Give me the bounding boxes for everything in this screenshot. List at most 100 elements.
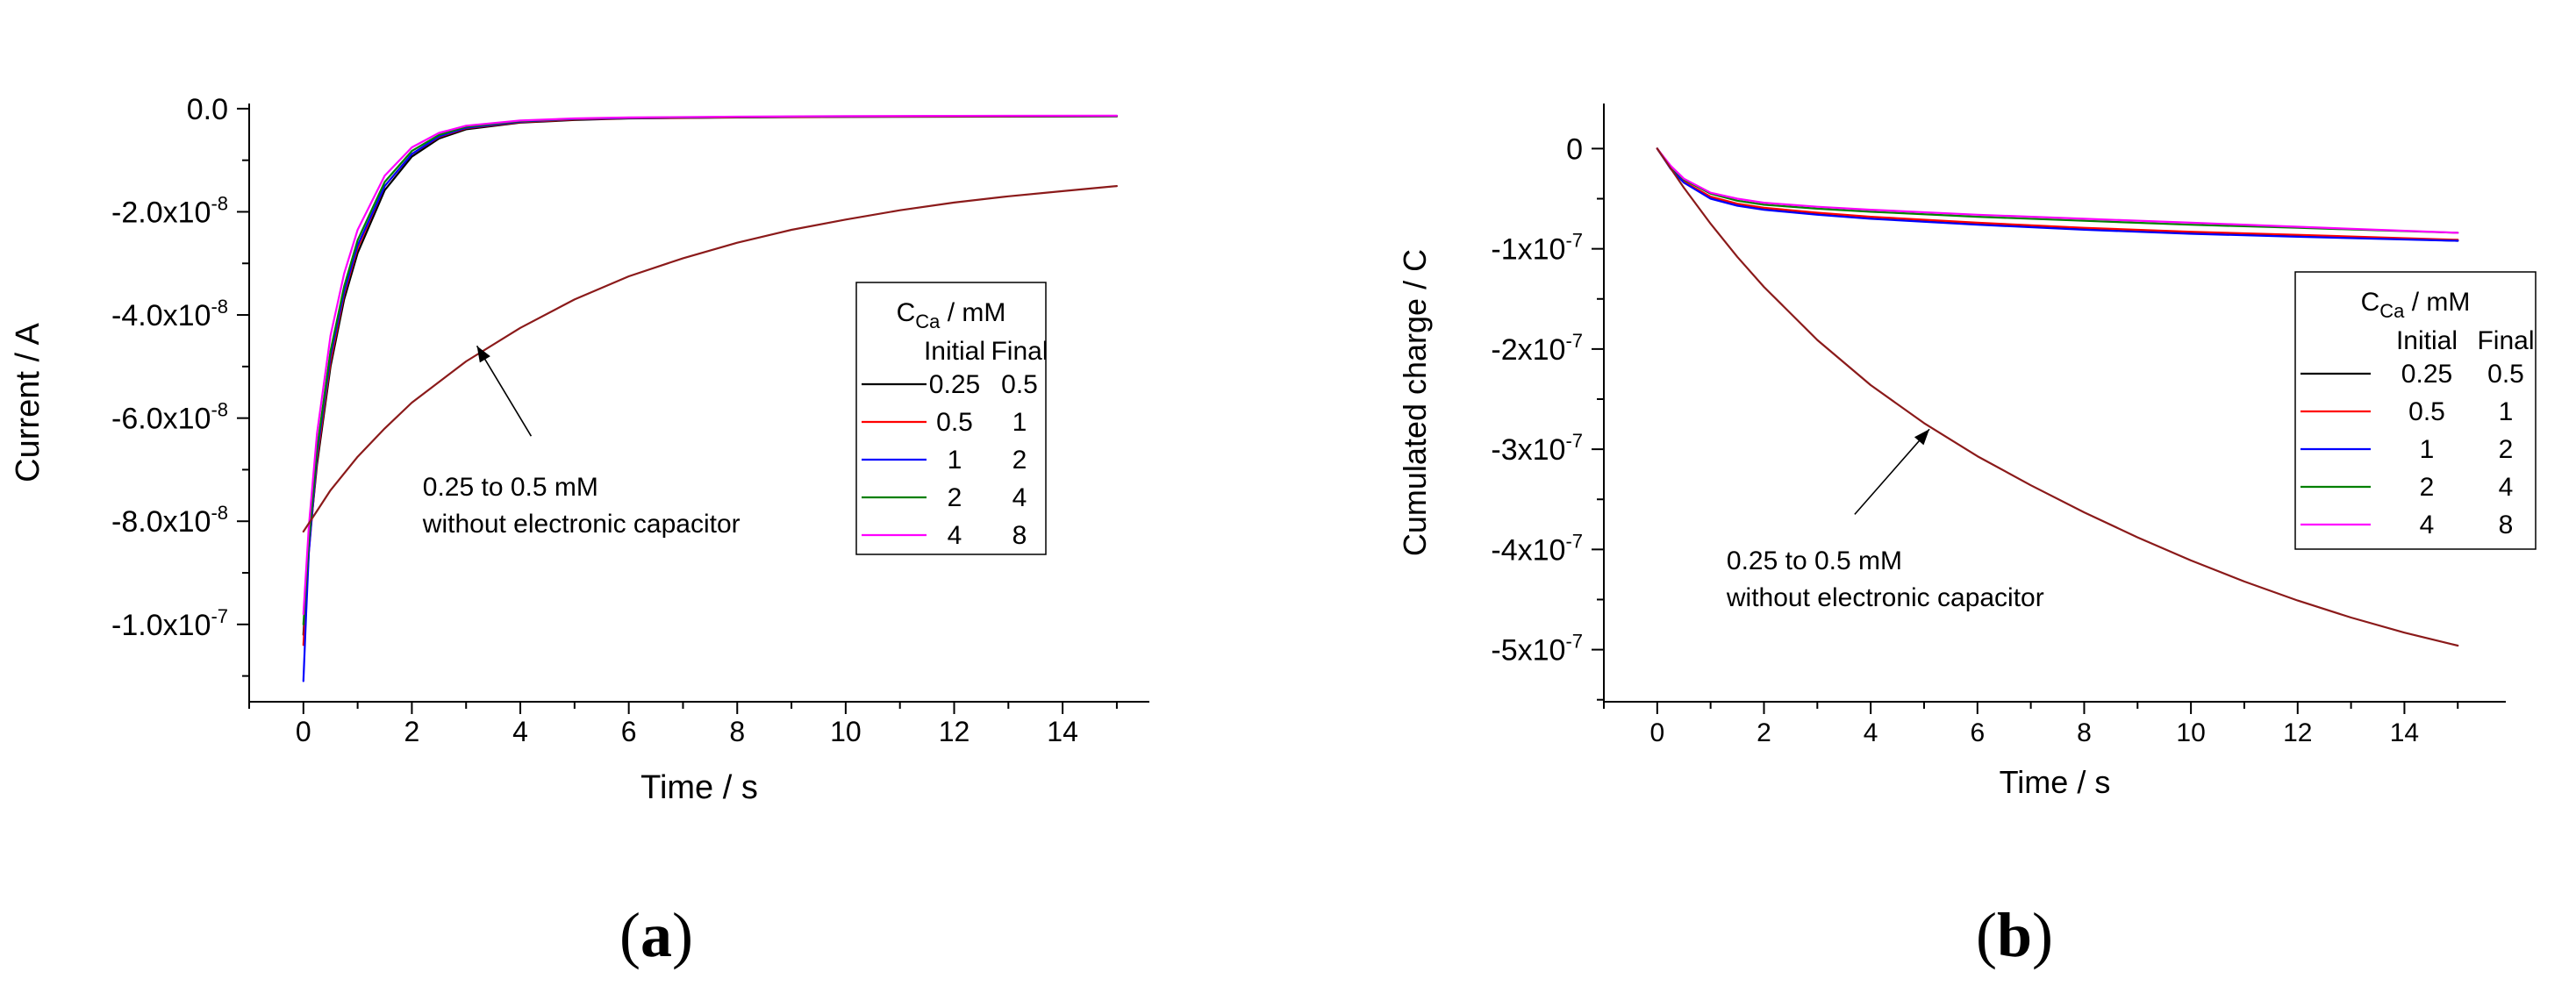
panel-label-a: (a) <box>619 900 693 970</box>
chart-a-series-line-6 <box>302 185 1119 533</box>
chart-a-legend-final-5: 8 <box>1013 521 1027 550</box>
chart-a-legend-initial-1: 0.25 <box>929 370 980 399</box>
chart-b-y-tick-mantissa: -4x10 <box>1491 533 1565 567</box>
chart-b-y-tick-label: -4x10-7 <box>1491 530 1583 567</box>
chart-a-x-tick-label: 14 <box>1047 716 1078 747</box>
panel-b: 0 2 4 6 8 10 12 140-1x10-7-2x10-7-3x10-7-4x10-7… <box>1397 104 2537 800</box>
chart-a-x-tick-label: 10 <box>830 716 862 747</box>
chart-b-y-tick-exponent: -7 <box>1565 330 1583 352</box>
chart-a-y-tick-mantissa: -8.0x10 <box>111 505 211 539</box>
chart-b-series-line-5 <box>1656 147 2459 234</box>
chart-a-x-tick-label: 0 <box>296 716 311 747</box>
chart-a-x-axis-label: Time / s <box>640 769 758 806</box>
chart-a-y-tick-label: -8.0x10-8 <box>111 502 228 539</box>
chart-a-y-tick-mantissa: -2.0x10 <box>111 196 211 229</box>
chart-a-legend-initial-5: 4 <box>948 521 962 550</box>
chart-b-y-tick-mantissa: -2x10 <box>1491 333 1565 367</box>
chart-a-legend-title-sub: Ca <box>915 311 941 332</box>
chart-b-x-tick-label: 6 <box>1970 718 1985 747</box>
chart-b-annotation-arrow-shaft <box>1854 428 1930 515</box>
chart-b-y-tick-exponent: -7 <box>1565 430 1583 452</box>
chart-a-y-tick-label: -6.0x10-8 <box>111 399 228 436</box>
chart-b-x-tick-label: 4 <box>1864 718 1878 747</box>
chart-a-y-tick-exponent: -7 <box>211 605 228 627</box>
chart-a-y-tick-exponent: -8 <box>211 399 228 421</box>
chart-b-annotation-line-2: without electronic capacitor <box>1726 583 2044 612</box>
chart-a-annotation-arrow-shaft <box>476 345 533 437</box>
chart-b-series-line-3 <box>1656 147 2459 242</box>
chart-a-x-tick-label: 6 <box>621 716 637 747</box>
chart-b-legend-title-sub: Ca <box>2379 300 2405 322</box>
chart-a-legend-box <box>855 282 1047 555</box>
chart-b-series-line-6 <box>1656 147 2459 647</box>
chart-b-y-axis-label: Cumulated charge / C <box>1397 249 1433 556</box>
chart-b-x-tick-label: 12 <box>2283 718 2312 747</box>
chart-b-y-tick-exponent: -7 <box>1565 230 1583 252</box>
chart-b-y-tick-mantissa: -5x10 <box>1491 634 1565 668</box>
chart-a-y-tick-mantissa: -1.0x10 <box>111 609 211 642</box>
chart-a-legend-final-2: 1 <box>1013 408 1027 437</box>
chart-a-legend-initial-4: 2 <box>948 483 962 512</box>
chart-b-legend-final-2: 1 <box>2499 397 2514 426</box>
chart-a-annotation-line-2: without electronic capacitor <box>422 510 741 539</box>
chart-a-y-tick-mantissa: -4.0x10 <box>111 299 211 332</box>
chart-a-y-tick-mantissa: 0.0 <box>187 93 228 126</box>
chart-a-legend: CCa / mM Initial Final 0.25 0.5 0.5 1 1 2 2 4 4 8 <box>855 282 1048 555</box>
chart-b-legend-initial-1: 0.25 <box>2401 360 2452 389</box>
chart-a-legend-col-initial: Initial <box>924 337 985 366</box>
chart-a-x-tick-label: 12 <box>939 716 970 747</box>
chart-b-x-tick-label: 0 <box>1649 718 1664 747</box>
chart-b-legend-initial-3: 1 <box>2420 435 2435 464</box>
chart-a-y-axis-label: Current / A <box>10 323 47 482</box>
chart-a-y-tick-exponent: -8 <box>211 502 228 524</box>
chart-b-legend: CCa / mM Initial Final 0.25 0.5 0.5 1 1 2 2 4 4 8 <box>2294 271 2537 550</box>
chart-b-y-tick-label: -5x10-7 <box>1491 631 1583 668</box>
chart-b-legend-col-final: Final <box>2477 326 2534 355</box>
chart-b-legend-final-3: 2 <box>2499 435 2514 464</box>
chart-a-x-tick-label: 2 <box>404 716 420 747</box>
chart-a-legend-initial-3: 1 <box>948 446 962 475</box>
chart-b-x-axis-label: Time / s <box>2000 764 2111 800</box>
chart-a-y-tick-label: -1.0x10-7 <box>111 605 228 642</box>
chart-b-legend-title-rest: / mM <box>2404 288 2470 317</box>
chart-b-legend-title-main: C <box>2361 288 2380 317</box>
chart-b-series-line-4 <box>1656 147 2459 234</box>
chart-b-legend-initial-4: 2 <box>2420 473 2435 502</box>
chart-a-y-tick-label: -2.0x10-8 <box>111 192 228 229</box>
chart-b-legend-initial-5: 4 <box>2420 511 2435 539</box>
chart-b-y-tick-mantissa: -1x10 <box>1491 233 1565 267</box>
chart-b-y-tick-mantissa: -3x10 <box>1491 433 1565 467</box>
chart-b-annotation-arrow-head <box>1914 429 1930 446</box>
chart-a-legend-title: CCa / mM <box>897 298 1006 332</box>
chart-a-legend-title-main: C <box>897 298 916 327</box>
chart-a-legend-initial-2: 0.5 <box>936 408 973 437</box>
chart-a-annotation-arrow-head <box>476 346 490 363</box>
chart-b-x-tick-label: 10 <box>2176 718 2205 747</box>
chart-b-y-tick-label: 0 <box>1566 132 1583 166</box>
chart-b-legend-title: CCa / mM <box>2361 288 2471 322</box>
panel-label-b-letter: b <box>1997 900 2032 970</box>
chart-a-legend-title-rest: / mM <box>940 298 1005 327</box>
chart-a-legend-final-3: 2 <box>1013 446 1027 475</box>
chart-b-x-tick-label: 8 <box>2077 718 2092 747</box>
chart-b-y-tick-exponent: -7 <box>1565 631 1583 653</box>
chart-b-y-tick-label: -3x10-7 <box>1491 430 1583 467</box>
chart-a-x-tick-label: 4 <box>512 716 528 747</box>
chart-b-y-tick-exponent: -7 <box>1565 530 1583 552</box>
chart-b-x-tick-label: 2 <box>1757 718 1771 747</box>
chart-b-y-tick-label: -1x10-7 <box>1491 230 1583 267</box>
chart-a-y-tick-label: -4.0x10-8 <box>111 296 228 332</box>
chart-b-legend-final-1: 0.5 <box>2487 360 2524 389</box>
chart-a-legend-col-final: Final <box>991 337 1048 366</box>
chart-a-legend-final-1: 0.5 <box>1001 370 1038 399</box>
chart-b-legend-final-5: 8 <box>2499 511 2514 539</box>
chart-b-y-tick-mantissa: 0 <box>1566 132 1583 166</box>
chart-b-y-tick-label: -2x10-7 <box>1491 330 1583 367</box>
chart-b-legend-final-4: 4 <box>2499 473 2514 502</box>
panel-a: 0 2 4 6 8 10 12 140.0-2.0x10-8-4.0x10-8-6.0x10-… <box>10 93 1149 806</box>
panel-label-a-letter: a <box>640 900 672 970</box>
chart-a-y-tick-exponent: -8 <box>211 296 228 318</box>
chart-a-y-tick-mantissa: -6.0x10 <box>111 403 211 436</box>
chart-b-legend-col-initial: Initial <box>2396 326 2458 355</box>
chart-a-series-line-5 <box>302 114 1119 616</box>
